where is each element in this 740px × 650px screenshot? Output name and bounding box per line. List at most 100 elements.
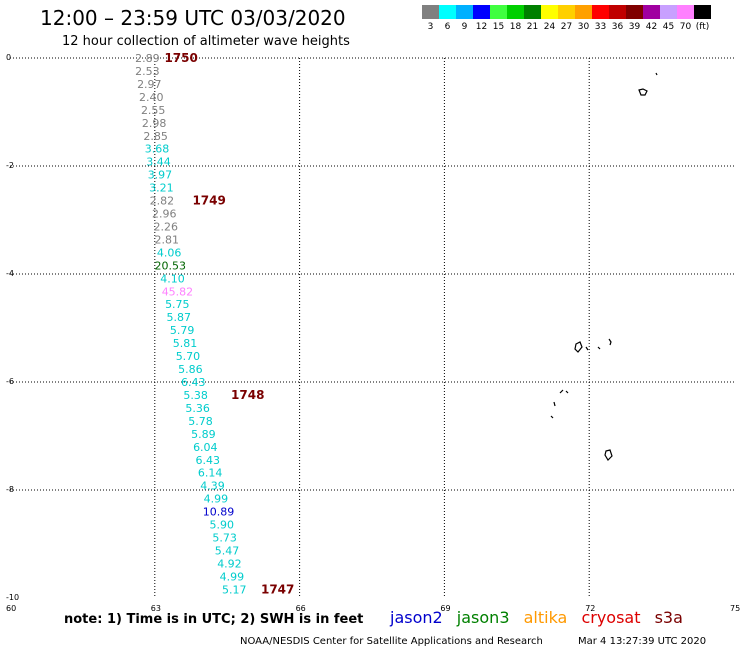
wave-height-value: 2.26: [153, 220, 178, 233]
wave-height-value: 5.90: [209, 519, 234, 532]
wave-height-value: 20.53: [154, 259, 186, 272]
satellite-jason3: jason3: [456, 608, 510, 627]
wave-height-value: 3.97: [148, 169, 173, 182]
orbit-number-label: 1750: [164, 51, 197, 65]
legend-label: 30: [577, 22, 590, 32]
wave-height-value: 2.55: [141, 104, 166, 117]
wave-height-value: 6.43: [181, 376, 206, 389]
wave-height-value: 5.81: [173, 337, 198, 350]
legend-swatch: [439, 5, 456, 19]
legend-swatch: [694, 5, 711, 19]
latitude-tick-label: -4: [6, 269, 14, 278]
wave-height-value: 5.75: [165, 298, 190, 311]
legend-label: 33: [594, 22, 607, 32]
longitude-tick-label: 75: [730, 604, 740, 613]
orbit-number-label: 1749: [192, 194, 225, 208]
wave-height-value: 5.36: [185, 402, 210, 415]
wave-height-value: 5.38: [183, 389, 208, 402]
wave-height-value: 5.87: [167, 311, 192, 324]
legend-label: 15: [492, 22, 505, 32]
legend-label: 24: [543, 22, 556, 32]
altimeter-track: 2.892.532.972.402.552.982.853.683.443.97…: [135, 52, 246, 596]
legend-label: 3: [427, 22, 434, 32]
legend-swatch: [592, 5, 609, 19]
legend-label: 42: [645, 22, 658, 32]
wave-height-value: 5.73: [212, 532, 237, 545]
wave-height-value: 2.96: [152, 208, 177, 221]
legend-label: (ft): [695, 22, 710, 32]
latitude-tick-label: -6: [6, 377, 14, 386]
longitude-labels: 60 63 66 69 72 75: [6, 604, 740, 613]
satellite-altika: altika: [523, 608, 568, 627]
orbit-number-label: 1748: [231, 388, 264, 402]
legend-swatch: [558, 5, 575, 19]
legend-swatch: [456, 5, 473, 19]
wave-height-value: 5.47: [215, 544, 240, 557]
legend-swatch: [490, 5, 507, 19]
legend-swatch: [643, 5, 660, 19]
latitude-tick-label: -2: [6, 161, 14, 170]
footer-note: note: 1) Time is in UTC; 2) SWH is in fe…: [64, 612, 364, 627]
latitude-tick-label: -10: [6, 593, 19, 602]
longitude-tick-label: 69: [440, 604, 450, 613]
wave-height-value: 4.99: [204, 493, 229, 506]
wave-height-value: 2.82: [150, 195, 175, 208]
orbit-number-label: 1747: [261, 582, 294, 596]
wave-height-value: 2.97: [137, 78, 162, 91]
color-legend-labels: 3 6 9 12 15 18 21 24 27 30 33 36 39 42 45 70 (ft): [422, 22, 711, 32]
wave-height-value: 2.89: [135, 52, 160, 65]
color-legend: [422, 5, 711, 19]
wave-height-value: 6.14: [198, 467, 223, 480]
wave-height-value: 4.06: [157, 246, 182, 259]
longitude-tick-label: 63: [151, 604, 161, 613]
legend-swatch: [507, 5, 524, 19]
legend-swatch: [677, 5, 694, 19]
wave-height-value: 6.43: [195, 454, 220, 467]
satellite-legend: jason2 jason3 altika cryosat s3a: [390, 608, 692, 627]
legend-swatch: [524, 5, 541, 19]
page-subtitle: 12 hour collection of altimeter wave hei…: [62, 34, 350, 49]
legend-swatch: [422, 5, 439, 19]
wave-height-value: 5.78: [188, 415, 213, 428]
legend-label: 45: [662, 22, 675, 32]
legend-label: 6: [444, 22, 451, 32]
wave-height-value: 5.70: [176, 350, 201, 363]
wave-height-value: 45.82: [162, 285, 194, 298]
legend-swatch: [626, 5, 643, 19]
wave-height-value: 5.86: [178, 363, 203, 376]
legend-label: 12: [475, 22, 488, 32]
longitude-tick-label: 72: [585, 604, 595, 613]
satellite-jason2: jason2: [390, 608, 443, 627]
wave-height-value: 5.17: [222, 583, 247, 596]
wave-height-value: 3.44: [146, 156, 171, 169]
legend-label: 70: [679, 22, 692, 32]
longitude-tick-label: 60: [6, 604, 16, 613]
credit-text: NOAA/NESDIS Center for Satellite Applica…: [240, 636, 543, 647]
legend-swatch: [575, 5, 592, 19]
legend-swatch: [609, 5, 626, 19]
legend-label: 9: [461, 22, 468, 32]
wave-height-value: 4.99: [220, 570, 245, 583]
latitude-tick-label: -8: [6, 485, 14, 494]
legend-label: 18: [509, 22, 522, 32]
satellite-cryosat: cryosat: [581, 608, 641, 627]
wave-height-value: 4.10: [160, 272, 185, 285]
timestamp-text: Mar 4 13:27:39 UTC 2020: [578, 636, 707, 647]
legend-swatch: [660, 5, 677, 19]
wave-height-value: 2.40: [139, 91, 164, 104]
wave-height-value: 2.53: [135, 65, 160, 78]
wave-height-value: 5.89: [191, 428, 216, 441]
wave-height-value: 4.39: [200, 480, 225, 493]
wave-height-value: 5.79: [170, 324, 195, 337]
wave-height-value: 2.85: [143, 130, 168, 143]
latitude-labels: 0 -2 -4 -6 -8 -10: [6, 53, 19, 602]
wave-height-value: 3.21: [149, 182, 174, 195]
wave-height-value: 3.68: [145, 143, 170, 156]
page-title: 12:00 – 23:59 UTC 03/03/2020: [40, 6, 346, 30]
legend-label: 21: [526, 22, 539, 32]
island-outlines: [550, 72, 658, 461]
latitude-tick-label: 0: [6, 53, 11, 62]
wave-height-value: 2.98: [142, 117, 167, 130]
satellite-s3a: s3a: [654, 608, 683, 627]
